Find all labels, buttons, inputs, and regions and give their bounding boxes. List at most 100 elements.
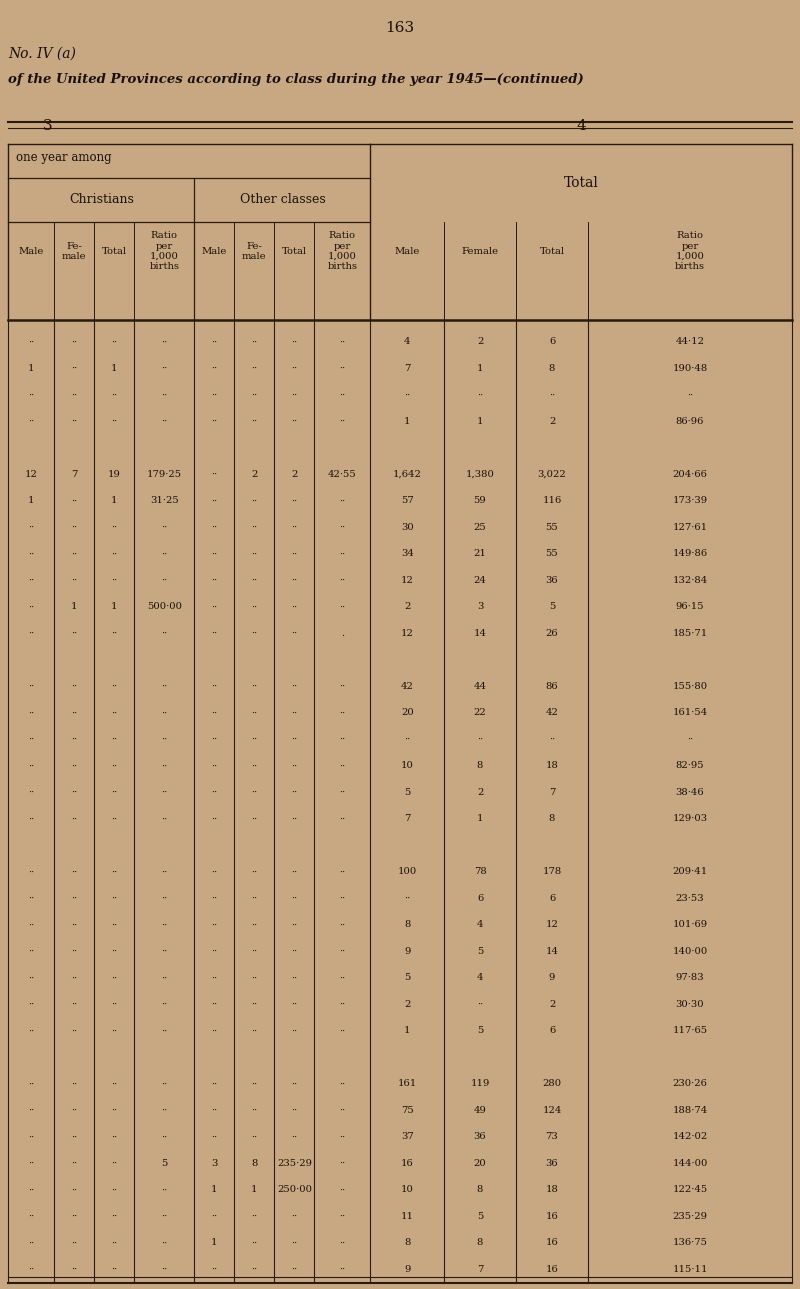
Text: ··: ·· [291, 1132, 298, 1141]
Text: 97·83: 97·83 [676, 973, 704, 982]
Text: 1: 1 [477, 815, 483, 824]
Text: ··: ·· [28, 973, 34, 982]
Text: ··: ·· [251, 735, 258, 744]
Text: 2: 2 [404, 602, 410, 611]
Text: ··: ·· [71, 1239, 78, 1248]
Text: 190·48: 190·48 [672, 363, 708, 373]
Text: ··: ·· [339, 893, 346, 902]
Text: ··: ·· [211, 1212, 218, 1221]
Text: ··: ·· [291, 762, 298, 771]
Text: ··: ·· [162, 576, 167, 585]
Text: 6: 6 [549, 338, 555, 347]
Text: ··: ·· [162, 788, 167, 797]
Text: ··: ·· [28, 1132, 34, 1141]
Text: ··: ·· [162, 762, 167, 771]
Text: 136·75: 136·75 [673, 1239, 707, 1248]
Text: ··: ·· [162, 1186, 167, 1195]
Text: ··: ·· [111, 682, 118, 691]
Text: ··: ·· [71, 788, 78, 797]
Text: 235·29: 235·29 [673, 1212, 707, 1221]
Text: ··: ·· [111, 549, 118, 558]
Text: ··: ·· [111, 893, 118, 902]
Text: ··: ·· [339, 1239, 346, 1248]
Text: 30·30: 30·30 [676, 1000, 704, 1009]
Text: ··: ·· [162, 523, 167, 532]
Text: 11: 11 [401, 1212, 414, 1221]
Text: Male: Male [18, 247, 44, 255]
Text: ··: ·· [28, 523, 34, 532]
Text: ··: ·· [251, 1026, 258, 1035]
Text: ··: ·· [162, 973, 167, 982]
Text: Fe-
male: Fe- male [62, 241, 86, 262]
Text: ··: ·· [162, 1000, 167, 1009]
Text: ··: ·· [291, 1239, 298, 1248]
Text: 280: 280 [542, 1079, 562, 1088]
Text: ··: ·· [251, 523, 258, 532]
Text: ··: ·· [291, 1265, 298, 1274]
Text: ··: ·· [71, 920, 78, 929]
Text: 9: 9 [404, 1265, 410, 1274]
Text: 86: 86 [546, 682, 558, 691]
Text: 119: 119 [470, 1079, 490, 1088]
Text: ··: ·· [211, 338, 218, 347]
Text: ··: ·· [211, 920, 218, 929]
Text: ··: ·· [211, 1026, 218, 1035]
Text: 142·02: 142·02 [672, 1132, 708, 1141]
Text: ··: ·· [549, 735, 555, 744]
Text: 7: 7 [549, 788, 555, 797]
Text: 73: 73 [546, 1132, 558, 1141]
Text: 23·53: 23·53 [676, 893, 704, 902]
Text: ··: ·· [339, 338, 346, 347]
Text: 1: 1 [111, 496, 118, 505]
Text: ··: ·· [111, 391, 118, 400]
Text: ··: ·· [211, 576, 218, 585]
Text: 7: 7 [404, 815, 410, 824]
Text: 1: 1 [28, 363, 34, 373]
Text: ··: ·· [111, 1186, 118, 1195]
Text: ··: ·· [111, 920, 118, 929]
Text: ··: ·· [28, 762, 34, 771]
Text: ··: ·· [339, 762, 346, 771]
Text: 8: 8 [549, 815, 555, 824]
Text: 3,022: 3,022 [538, 470, 566, 480]
Text: ··: ·· [251, 762, 258, 771]
Text: ··: ·· [251, 629, 258, 638]
Text: 7: 7 [71, 470, 78, 480]
Text: ··: ·· [71, 735, 78, 744]
Text: ··: ·· [251, 1265, 258, 1274]
Text: ··: ·· [71, 1159, 78, 1168]
Text: ··: ·· [71, 867, 78, 877]
Text: ··: ·· [111, 709, 118, 718]
Text: ··: ·· [111, 947, 118, 956]
Text: Total: Total [282, 247, 307, 255]
Text: ··: ·· [71, 629, 78, 638]
Text: ··: ·· [211, 363, 218, 373]
Text: 42: 42 [401, 682, 414, 691]
Text: 1: 1 [71, 602, 78, 611]
Text: 101·69: 101·69 [673, 920, 707, 929]
Text: ··: ·· [291, 1026, 298, 1035]
Text: 44: 44 [474, 682, 486, 691]
Text: ··: ·· [211, 788, 218, 797]
Text: 7: 7 [404, 363, 410, 373]
Text: 18: 18 [546, 762, 558, 771]
Text: ··: ·· [211, 893, 218, 902]
Text: ··: ·· [339, 1026, 346, 1035]
Text: ··: ·· [339, 947, 346, 956]
Text: ··: ·· [211, 391, 218, 400]
Text: ··: ·· [339, 549, 346, 558]
Text: ··: ·· [339, 416, 346, 425]
Text: ··: ·· [339, 682, 346, 691]
Text: ··: ·· [28, 1159, 34, 1168]
Text: ··: ·· [28, 629, 34, 638]
Text: ··: ·· [687, 391, 693, 400]
Text: 1: 1 [211, 1239, 218, 1248]
Text: 30: 30 [401, 523, 414, 532]
Text: ··: ·· [71, 947, 78, 956]
Text: ··: ·· [251, 973, 258, 982]
Text: ··: ·· [211, 762, 218, 771]
Text: 149·86: 149·86 [673, 549, 707, 558]
Text: ··: ·· [291, 893, 298, 902]
Text: 5: 5 [404, 788, 410, 797]
Text: 16: 16 [546, 1239, 558, 1248]
